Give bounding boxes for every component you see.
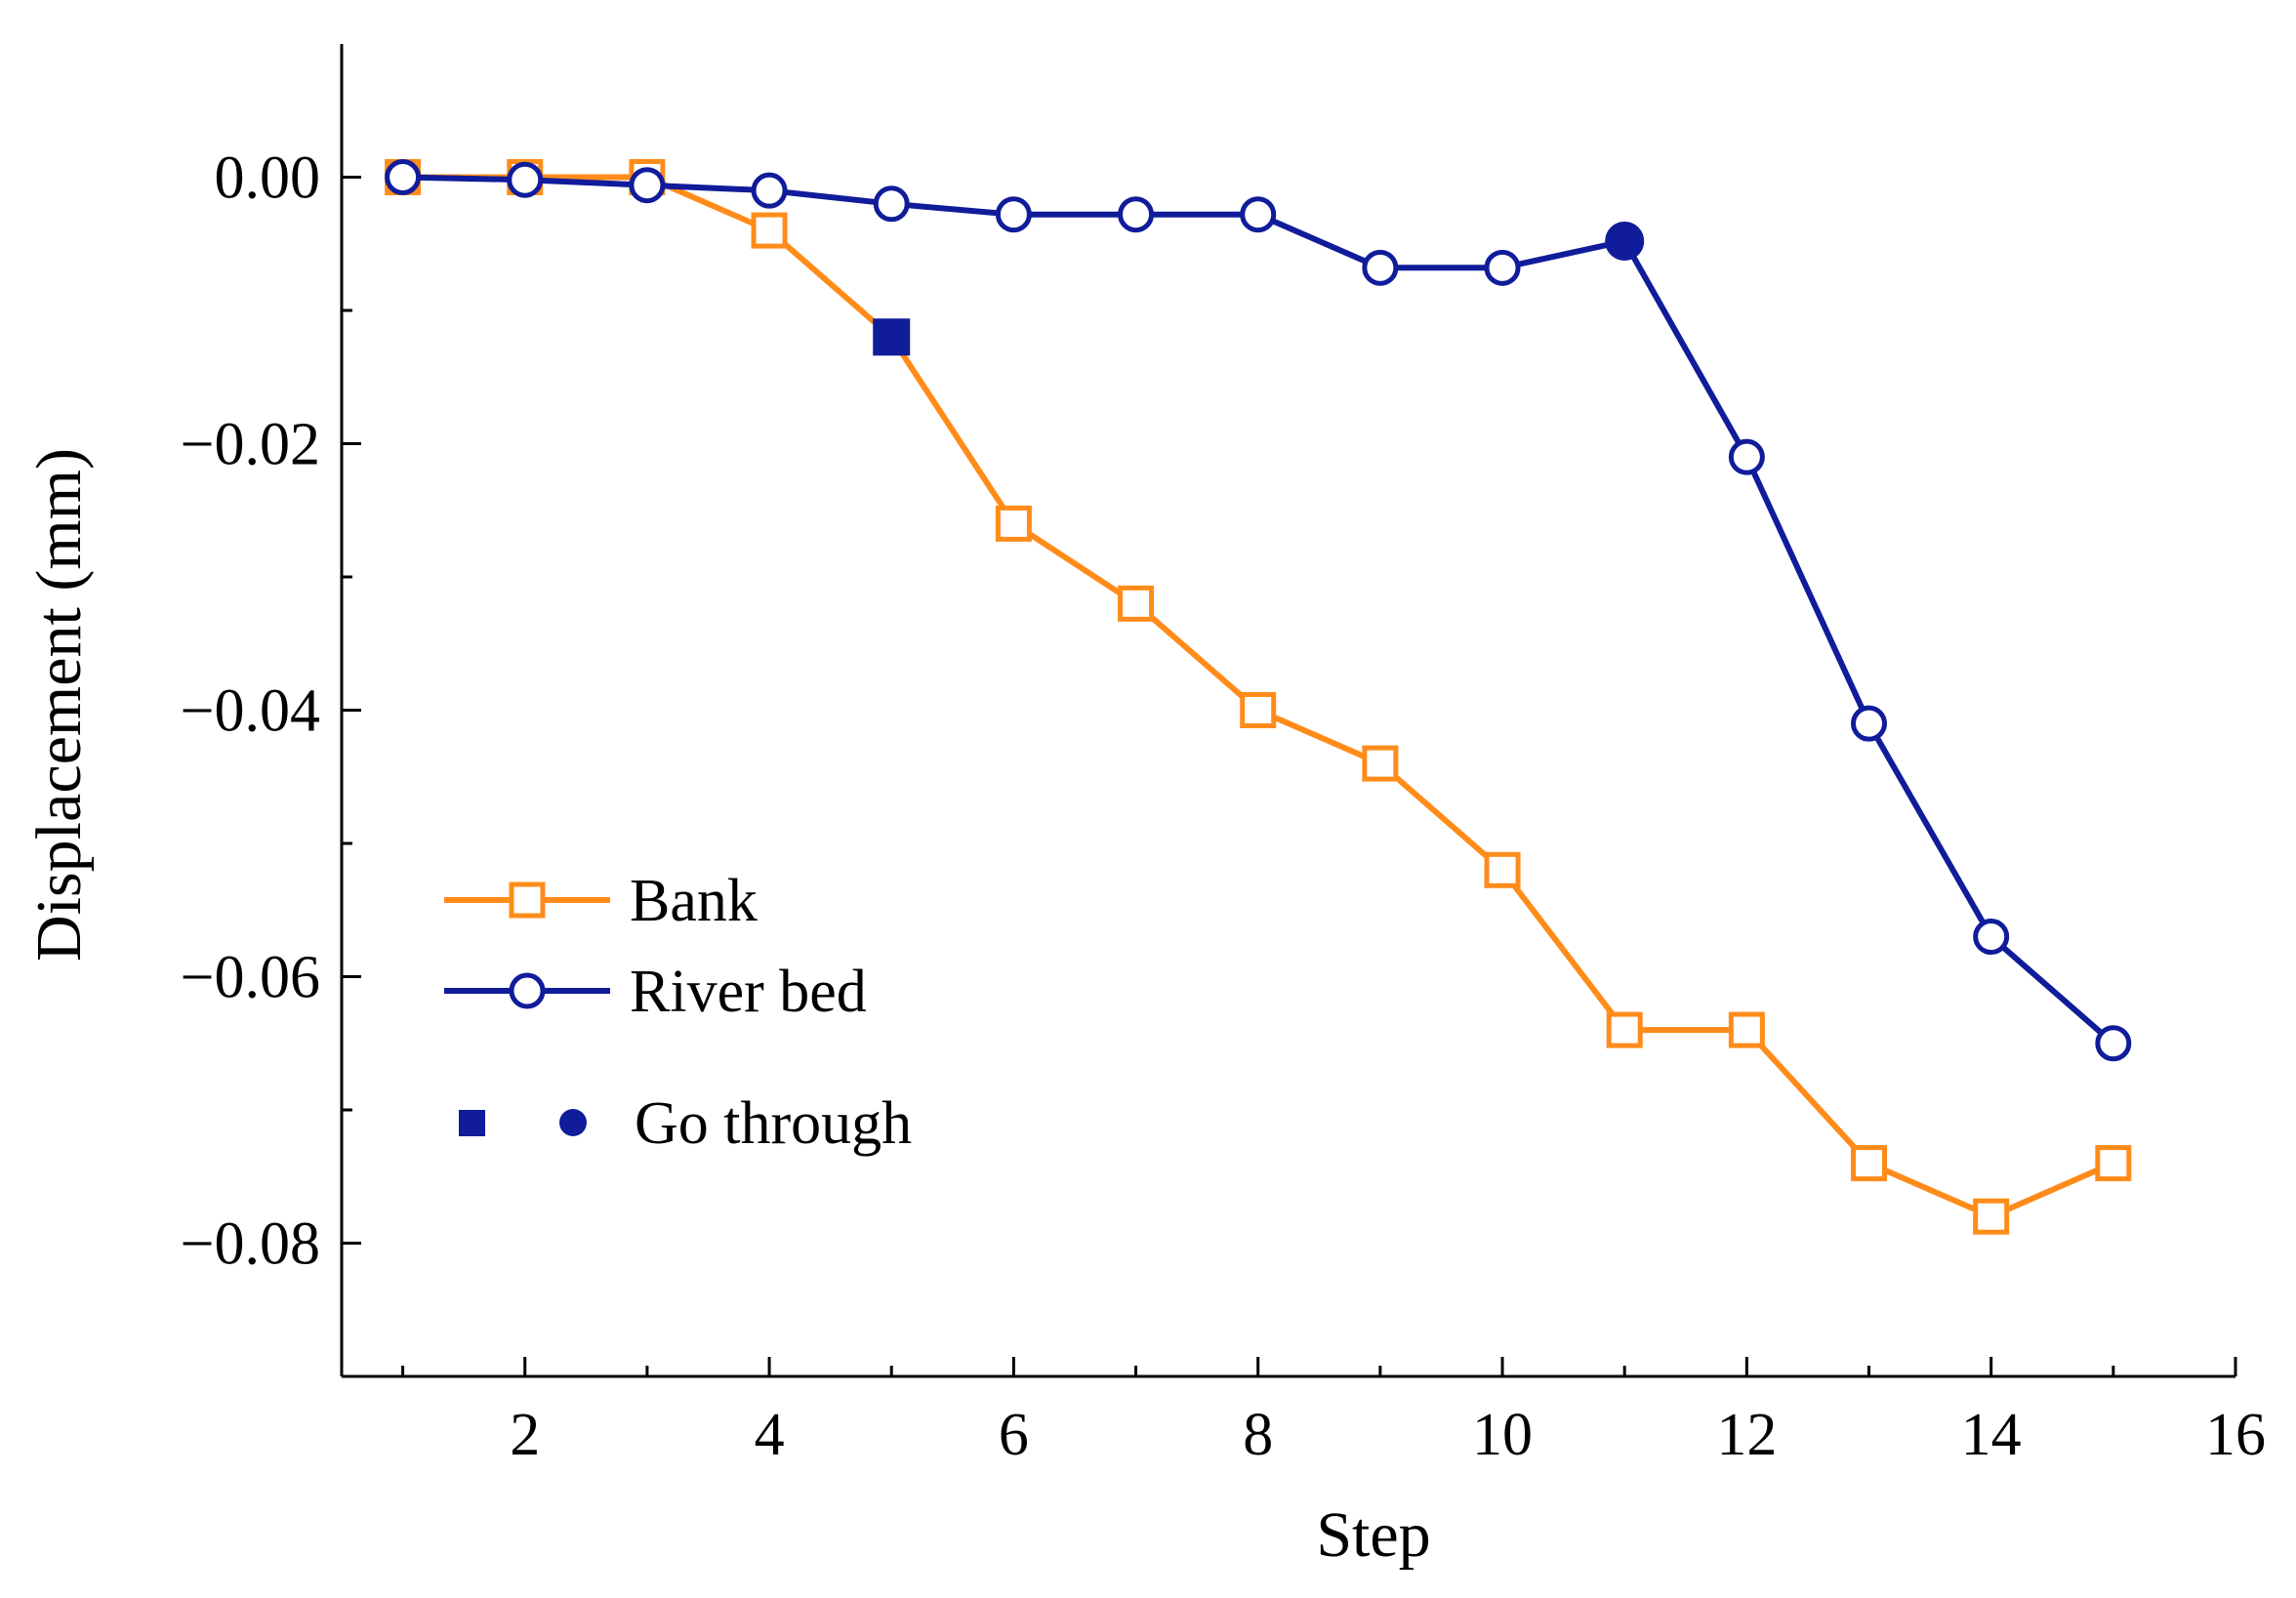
legend-go-through-square [459, 1110, 485, 1136]
river-bed-point [751, 172, 788, 209]
legend-bank-marker [509, 881, 546, 919]
bank-point [1851, 1145, 1888, 1182]
bank-point [751, 212, 788, 249]
x-tick-label: 6 [999, 1402, 1029, 1468]
y-tick-label: −0.02 [181, 412, 320, 478]
bank-point [2095, 1145, 2132, 1182]
river-bed-point [1118, 196, 1155, 233]
series-layer [385, 159, 2132, 1235]
y-tick-label: −0.06 [181, 945, 320, 1011]
river-bed-point [1484, 249, 1521, 286]
x-tick-label: 16 [2205, 1402, 2266, 1468]
legend-bank-label: Bank [630, 868, 758, 934]
x-axis-title: Step [1316, 1499, 1430, 1571]
legend: Bank River bed Go through [444, 868, 912, 1157]
river-bed-point [1362, 249, 1399, 286]
axes: 2 4 6 8 10 12 14 16 0.00 −0.02 −0.04 −0.06 −0.08 [181, 44, 2266, 1468]
legend-go-through-label: Go through [635, 1090, 912, 1157]
bank-go-through-point [873, 318, 911, 356]
river-bed-go-through-point [1605, 222, 1645, 262]
bank-point [1118, 585, 1155, 622]
river-bed-point [2095, 1025, 2132, 1062]
river-bed-point [995, 196, 1032, 233]
river-bed-point [385, 159, 422, 195]
river-bed-point [1728, 438, 1765, 475]
river-bed-point [507, 161, 544, 198]
bank-point [1484, 851, 1521, 888]
bank-point [1362, 745, 1399, 782]
x-tick-label: 12 [1716, 1402, 1777, 1468]
bank-point [1606, 1011, 1643, 1048]
bank-point [995, 505, 1032, 542]
legend-river-bed-marker [509, 972, 546, 1009]
river-bed-point [873, 185, 910, 223]
series-bank [385, 159, 2132, 1235]
legend-river-bed-label: River bed [630, 959, 867, 1025]
bank-point [1240, 692, 1277, 728]
bank-point [1973, 1198, 2010, 1235]
x-tick-label: 14 [1961, 1402, 2022, 1468]
x-tick-label: 10 [1472, 1402, 1533, 1468]
river-bed-point [1851, 705, 1888, 742]
y-tick-label: −0.08 [181, 1211, 320, 1278]
go-through-markers [873, 222, 1645, 356]
river-bed-point [629, 167, 666, 204]
y-axis-title: Displacement (mm) [23, 448, 95, 962]
river-bed-point [1973, 919, 2010, 956]
x-tick-label: 8 [1243, 1402, 1273, 1468]
bank-point [1728, 1011, 1765, 1048]
legend-go-through-circle [559, 1109, 587, 1136]
y-tick-label: 0.00 [215, 145, 321, 212]
river-bed-point [1240, 196, 1277, 233]
x-tick-label: 2 [510, 1402, 540, 1468]
y-tick-label: −0.04 [181, 678, 320, 745]
x-tick-label: 4 [755, 1402, 785, 1468]
